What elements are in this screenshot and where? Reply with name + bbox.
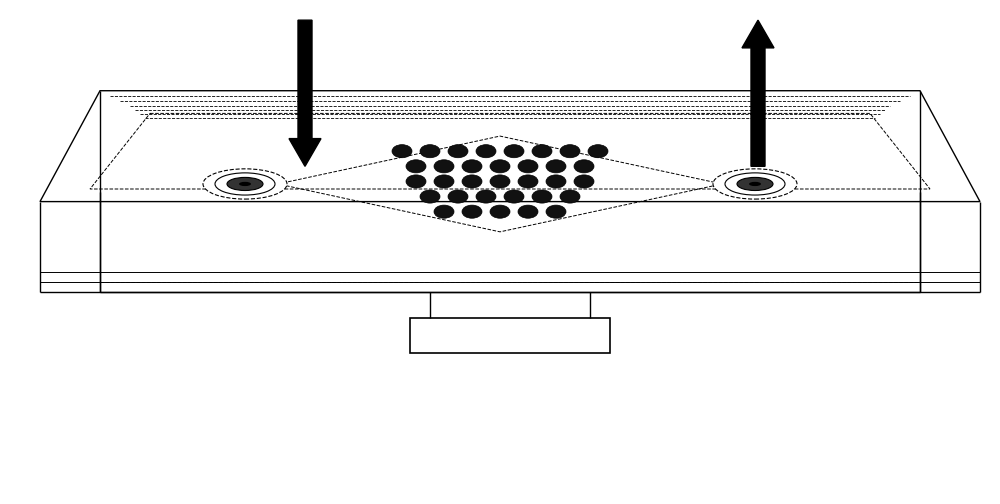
Ellipse shape: [420, 190, 440, 203]
Ellipse shape: [434, 175, 454, 188]
Ellipse shape: [434, 160, 454, 173]
Ellipse shape: [420, 145, 440, 158]
Ellipse shape: [476, 145, 496, 158]
Ellipse shape: [749, 182, 761, 186]
Ellipse shape: [518, 205, 538, 218]
Ellipse shape: [490, 160, 510, 173]
Ellipse shape: [227, 177, 263, 191]
Ellipse shape: [448, 145, 468, 158]
Ellipse shape: [476, 190, 496, 203]
Ellipse shape: [462, 205, 482, 218]
Ellipse shape: [203, 169, 287, 199]
Ellipse shape: [546, 175, 566, 188]
Ellipse shape: [532, 190, 552, 203]
Ellipse shape: [462, 175, 482, 188]
Bar: [410, 318, 610, 353]
Ellipse shape: [490, 175, 510, 188]
Ellipse shape: [504, 145, 524, 158]
Ellipse shape: [588, 145, 608, 158]
Ellipse shape: [560, 190, 580, 203]
Ellipse shape: [448, 190, 468, 203]
Ellipse shape: [462, 160, 482, 173]
Ellipse shape: [713, 169, 797, 199]
Ellipse shape: [406, 175, 426, 188]
Ellipse shape: [434, 205, 454, 218]
Ellipse shape: [725, 173, 785, 195]
Ellipse shape: [490, 205, 510, 218]
Ellipse shape: [518, 160, 538, 173]
Ellipse shape: [546, 160, 566, 173]
Ellipse shape: [504, 190, 524, 203]
Ellipse shape: [406, 160, 426, 173]
Ellipse shape: [737, 177, 773, 191]
Ellipse shape: [518, 175, 538, 188]
Ellipse shape: [532, 145, 552, 158]
Ellipse shape: [215, 173, 275, 195]
Ellipse shape: [574, 175, 594, 188]
Ellipse shape: [392, 145, 412, 158]
Ellipse shape: [560, 145, 580, 158]
FancyArrow shape: [742, 20, 774, 166]
Ellipse shape: [546, 205, 566, 218]
Ellipse shape: [239, 182, 251, 186]
Polygon shape: [40, 91, 980, 202]
Ellipse shape: [574, 160, 594, 173]
FancyArrow shape: [289, 20, 321, 166]
